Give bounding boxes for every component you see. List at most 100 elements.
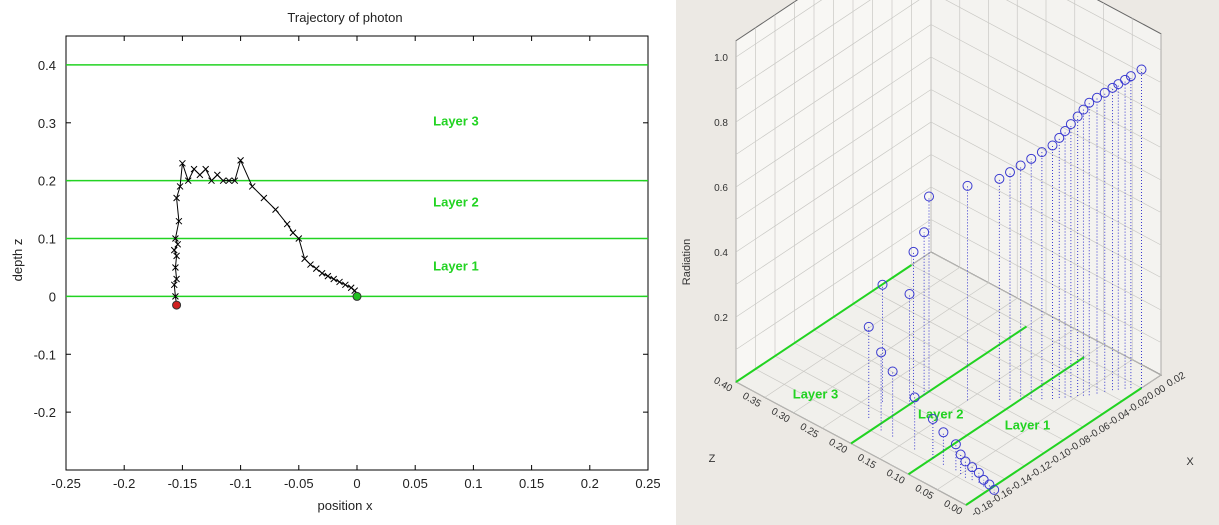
trajectory-point	[225, 177, 233, 185]
radiation-tick-label: 0.8	[714, 118, 728, 129]
y-tick-label: -0.2	[34, 405, 56, 420]
trajectory-point	[173, 252, 180, 260]
radiation-point	[938, 427, 949, 438]
trajectory-point	[342, 281, 349, 289]
trajectory-point	[231, 177, 239, 185]
trajectory-point	[347, 284, 355, 292]
trajectory-point	[318, 269, 326, 277]
grid-line	[822, 297, 1018, 429]
trajectory-point	[312, 265, 320, 272]
layer-label: Layer 2	[433, 195, 479, 210]
x-tick-label: 0.2	[581, 476, 599, 491]
trajectory-point	[190, 165, 198, 173]
trajectory-point	[174, 240, 182, 248]
trajectory-point	[248, 183, 256, 190]
trajectory-point	[289, 229, 297, 237]
trajectory-point	[213, 171, 221, 179]
radiation-tick-label: 0.4	[714, 248, 728, 259]
trajectory-point	[237, 157, 244, 164]
radiation-point	[1078, 104, 1089, 115]
x-axis-label-x: X	[1186, 456, 1194, 468]
radiation-tick-label: 0.6	[714, 183, 728, 194]
y-tick-label: 0.4	[38, 58, 56, 73]
x-axis-label: position x	[318, 498, 373, 513]
radiation-tick-label: 0.2	[714, 313, 728, 324]
x-tick-label: 0	[353, 476, 360, 491]
radiation-point	[876, 347, 887, 358]
trajectory-point	[295, 235, 303, 242]
radiation-point	[989, 484, 1000, 495]
trajectory-point	[283, 220, 291, 228]
y-tick-label: 0.1	[38, 232, 56, 247]
trajectory-point	[202, 165, 210, 173]
radiation-point	[1084, 97, 1095, 108]
radiation-point	[994, 173, 1005, 184]
trajectory-point	[175, 217, 183, 225]
trajectory-line	[173, 158, 358, 306]
trajectory-point	[208, 177, 215, 185]
trajectory-point	[307, 261, 314, 268]
layer-label-3d: Layer 2	[918, 406, 964, 421]
radiation-point	[973, 467, 984, 478]
layer-boundary-line-3d	[907, 356, 1085, 476]
trajectory-point	[219, 177, 227, 185]
trajectory-point	[184, 177, 192, 185]
radiation-point	[1113, 79, 1124, 90]
radiation-point	[1107, 82, 1118, 93]
trajectory-point	[324, 272, 332, 280]
radiation-point	[962, 180, 973, 191]
grid-line	[735, 0, 823, 58]
radiation-point	[1015, 160, 1026, 171]
radiation-point	[950, 439, 961, 450]
grid-line	[764, 267, 960, 398]
trajectory-point	[173, 275, 180, 283]
radiation-point	[1099, 87, 1110, 98]
layer-label-3d: Layer 1	[1005, 418, 1051, 433]
y-tick-label: 0.2	[38, 174, 56, 189]
trajectory-point	[176, 183, 184, 190]
radiation-point	[877, 279, 888, 290]
x-tick-label: -0.1	[229, 476, 251, 491]
radiation-point	[908, 246, 919, 257]
radiation-point	[960, 456, 971, 467]
radiation-point	[1136, 64, 1147, 75]
radiation-point	[927, 414, 938, 424]
x-tick-label: -0.05	[284, 476, 314, 491]
radiation-point	[1026, 153, 1037, 164]
y-tick-label: -0.1	[34, 347, 56, 362]
radiation-point	[924, 191, 934, 202]
trajectory-point	[272, 206, 279, 213]
radiation-point	[1054, 132, 1065, 143]
x-tick-label: 0.15	[519, 476, 544, 491]
trajectory-point	[301, 255, 308, 263]
x-tick-label: -0.2	[113, 476, 135, 491]
x-tick-label: -0.25	[51, 476, 81, 491]
layer-boundary-line-3d	[850, 325, 1028, 445]
trajectory-point	[179, 159, 186, 167]
trajectory-point	[172, 235, 179, 242]
y-axis-label: depth z	[10, 239, 25, 282]
radiation-tick-label: 1.0	[714, 53, 728, 64]
radiation-point	[909, 392, 920, 403]
radiation-point	[955, 449, 966, 460]
radiation-point	[1047, 140, 1058, 151]
grid-line	[1066, 0, 1162, 51]
layer-boundary-line-3d	[735, 264, 913, 383]
chart-title: Trajectory of photon	[287, 10, 402, 25]
layer-label: Layer 3	[433, 114, 479, 129]
layer-label-3d: Layer 3	[793, 386, 839, 401]
radiation-point	[904, 289, 915, 299]
radiation-point	[1036, 147, 1047, 158]
trajectory-point	[330, 275, 338, 283]
y-tick-label: 0	[49, 289, 56, 304]
trajectory-point	[172, 264, 179, 271]
y-tick-label: 0.3	[38, 116, 56, 131]
radiation-point	[1092, 92, 1102, 103]
trajectory-point	[173, 194, 180, 202]
trajectory-point	[260, 194, 268, 202]
grid-line	[937, 359, 1133, 490]
trajectory-point	[170, 246, 178, 254]
trajectory-point	[172, 293, 179, 300]
x-tick-label: 0.25	[635, 476, 660, 491]
